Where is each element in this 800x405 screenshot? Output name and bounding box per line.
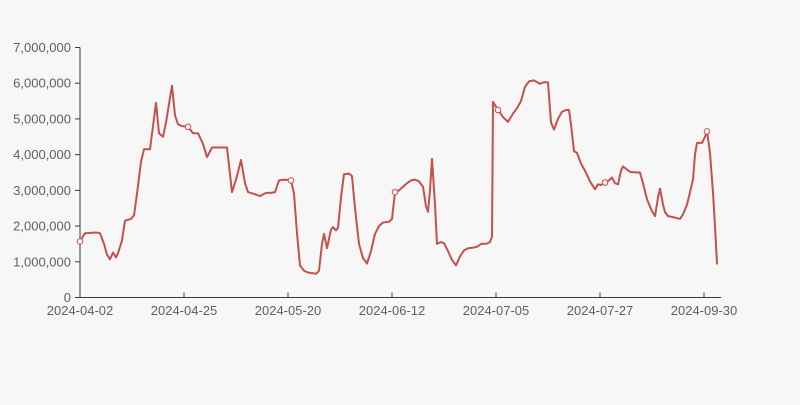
y-tick-label: 4,000,000	[13, 147, 71, 162]
data-point-marker	[391, 188, 399, 196]
x-tick-label: 2024-05-20	[255, 303, 322, 318]
x-tick-label: 2024-09-30	[671, 303, 738, 318]
volume-line-series	[79, 79, 718, 275]
x-tick-label: 2024-04-02	[47, 303, 114, 318]
y-tick-label: 5,000,000	[13, 111, 71, 126]
data-point-marker	[703, 128, 711, 135]
x-tick-label: 2024-04-25	[151, 303, 218, 318]
x-tick-label: 2024-06-12	[359, 303, 426, 318]
x-tick-label: 2024-07-05	[463, 303, 530, 318]
y-tick-label: 3,000,000	[13, 183, 71, 198]
y-tick-label: 2,000,000	[13, 219, 71, 234]
y-tick-label: 6,000,000	[13, 76, 71, 91]
y-tick-label: 0	[64, 290, 71, 305]
y-tick-label: 1,000,000	[13, 254, 71, 269]
y-tick-label: 7,000,000	[13, 40, 71, 55]
data-point-marker	[601, 179, 609, 186]
data-point-marker	[287, 177, 295, 184]
data-point-marker	[494, 106, 502, 114]
data-point-marker	[184, 123, 192, 131]
x-tick-label: 2024-07-27	[567, 303, 634, 318]
data-point-marker	[76, 238, 84, 245]
